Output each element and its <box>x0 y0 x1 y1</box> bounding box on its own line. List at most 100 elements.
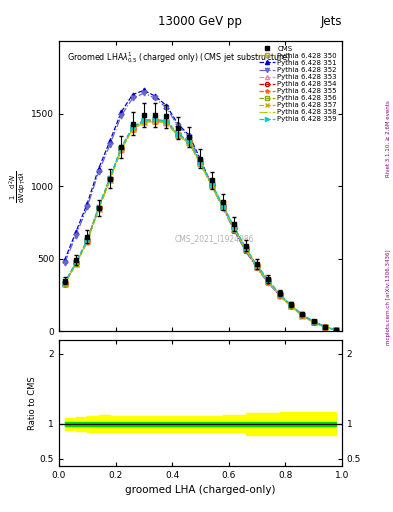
Pythia 6.428 355 <box>164 118 169 124</box>
Pythia 6.428 358 <box>232 226 237 232</box>
Pythia 6.428 353 <box>130 126 135 132</box>
Pythia 6.428 353 <box>334 327 339 333</box>
Pythia 6.428 352 <box>255 265 259 271</box>
Pythia 6.428 358 <box>62 282 67 288</box>
Pythia 6.428 357 <box>221 204 226 210</box>
Pythia 6.428 354 <box>277 292 282 298</box>
Pythia 6.428 351 <box>277 292 282 298</box>
Pythia 6.428 356 <box>311 319 316 326</box>
Pythia 6.428 352 <box>277 293 282 299</box>
Pythia 6.428 353 <box>108 177 112 183</box>
Line: Pythia 6.428 355: Pythia 6.428 355 <box>61 117 340 333</box>
Pythia 6.428 356 <box>85 238 90 244</box>
Pythia 6.428 355 <box>96 204 101 210</box>
Pythia 6.428 351 <box>108 138 112 144</box>
Pythia 6.428 359 <box>198 159 203 165</box>
Text: 13000 GeV pp: 13000 GeV pp <box>158 15 242 28</box>
Pythia 6.428 358 <box>130 126 135 133</box>
Pythia 6.428 359 <box>221 203 226 209</box>
Pythia 6.428 350 <box>255 263 259 269</box>
Pythia 6.428 357 <box>62 281 67 287</box>
Pythia 6.428 357 <box>130 126 135 132</box>
Pythia 6.428 356 <box>255 264 259 270</box>
Pythia 6.428 350 <box>96 205 101 211</box>
Y-axis label: $\frac{1}{\mathrm{d}N}\frac{\mathrm{d}^2N}{\mathrm{d}p_T\mathrm{d}\lambda}$: $\frac{1}{\mathrm{d}N}\frac{\mathrm{d}^2… <box>7 170 28 203</box>
Pythia 6.428 350 <box>73 260 78 266</box>
Pythia 6.428 358 <box>221 204 226 210</box>
Pythia 6.428 355 <box>209 181 214 187</box>
Pythia 6.428 355 <box>73 260 78 266</box>
Pythia 6.428 357 <box>323 324 327 330</box>
Pythia 6.428 356 <box>334 327 339 333</box>
Pythia 6.428 359 <box>209 181 214 187</box>
Pythia 6.428 357 <box>96 206 101 212</box>
Pythia 6.428 351 <box>85 201 90 207</box>
Pythia 6.428 352 <box>311 319 316 325</box>
Pythia 6.428 350 <box>108 176 112 182</box>
Pythia 6.428 352 <box>73 232 78 239</box>
Pythia 6.428 356 <box>108 177 112 183</box>
Pythia 6.428 354 <box>209 182 214 188</box>
Pythia 6.428 351 <box>130 92 135 98</box>
Pythia 6.428 352 <box>85 204 90 210</box>
Pythia 6.428 355 <box>153 117 158 123</box>
Pythia 6.428 358 <box>243 246 248 252</box>
Pythia 6.428 352 <box>209 183 214 189</box>
Text: Jets: Jets <box>320 15 342 28</box>
Pythia 6.428 352 <box>96 169 101 176</box>
Line: Pythia 6.428 354: Pythia 6.428 354 <box>62 118 339 332</box>
Line: Pythia 6.428 352: Pythia 6.428 352 <box>62 91 339 332</box>
Pythia 6.428 353 <box>221 204 226 210</box>
Pythia 6.428 350 <box>266 278 271 284</box>
Line: Pythia 6.428 351: Pythia 6.428 351 <box>62 88 339 332</box>
Pythia 6.428 359 <box>323 324 327 330</box>
Pythia 6.428 357 <box>153 118 158 124</box>
Pythia 6.428 356 <box>277 292 282 298</box>
Pythia 6.428 353 <box>288 303 293 309</box>
Pythia 6.428 357 <box>232 226 237 232</box>
Line: Pythia 6.428 356: Pythia 6.428 356 <box>62 118 339 332</box>
Pythia 6.428 359 <box>311 318 316 325</box>
Pythia 6.428 355 <box>288 302 293 308</box>
Pythia 6.428 357 <box>243 246 248 252</box>
Pythia 6.428 350 <box>221 203 226 209</box>
Pythia 6.428 357 <box>73 261 78 267</box>
Pythia 6.428 350 <box>62 281 67 287</box>
Pythia 6.428 358 <box>300 313 305 319</box>
X-axis label: groomed LHA (charged-only): groomed LHA (charged-only) <box>125 485 275 495</box>
Pythia 6.428 356 <box>164 119 169 125</box>
Pythia 6.428 358 <box>209 183 214 189</box>
Pythia 6.428 350 <box>164 118 169 124</box>
Pythia 6.428 358 <box>187 140 191 146</box>
Line: Pythia 6.428 357: Pythia 6.428 357 <box>61 118 340 333</box>
Pythia 6.428 357 <box>266 279 271 285</box>
Pythia 6.428 356 <box>288 303 293 309</box>
Pythia 6.428 356 <box>209 182 214 188</box>
Pythia 6.428 352 <box>187 134 191 140</box>
Pythia 6.428 350 <box>243 246 248 252</box>
Pythia 6.428 355 <box>323 324 327 330</box>
Pythia 6.428 352 <box>164 104 169 111</box>
Pythia 6.428 351 <box>153 93 158 99</box>
Pythia 6.428 354 <box>141 118 146 124</box>
Pythia 6.428 351 <box>300 312 305 318</box>
Pythia 6.428 357 <box>198 160 203 166</box>
Pythia 6.428 353 <box>300 312 305 318</box>
Pythia 6.428 355 <box>243 245 248 251</box>
Pythia 6.428 357 <box>209 182 214 188</box>
Pythia 6.428 350 <box>187 139 191 145</box>
Pythia 6.428 354 <box>108 176 112 182</box>
Pythia 6.428 353 <box>243 246 248 252</box>
Pythia 6.428 351 <box>198 156 203 162</box>
Pythia 6.428 351 <box>311 318 316 325</box>
Pythia 6.428 356 <box>96 206 101 212</box>
Pythia 6.428 354 <box>164 119 169 125</box>
Pythia 6.428 351 <box>175 121 180 127</box>
Pythia 6.428 350 <box>300 312 305 318</box>
Pythia 6.428 352 <box>108 142 112 148</box>
Legend: CMS, Pythia 6.428 350, Pythia 6.428 351, Pythia 6.428 352, Pythia 6.428 353, Pyt: CMS, Pythia 6.428 350, Pythia 6.428 351,… <box>258 45 338 123</box>
Pythia 6.428 358 <box>255 264 259 270</box>
Pythia 6.428 351 <box>119 109 123 115</box>
Pythia 6.428 351 <box>209 182 214 188</box>
Pythia 6.428 350 <box>85 238 90 244</box>
